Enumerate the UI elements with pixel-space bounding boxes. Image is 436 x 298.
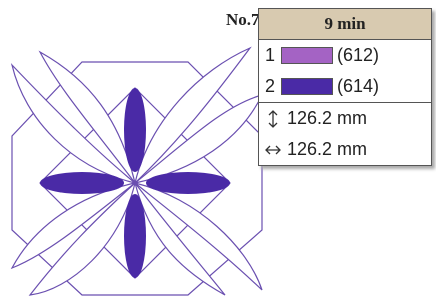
page: No.7 9 min 1 (612) 2 (614) 126.2 mm 126.… <box>0 0 436 298</box>
embroidery-design <box>0 0 268 298</box>
width-row: 126.2 mm <box>259 134 431 165</box>
color-code: (612) <box>337 45 379 66</box>
info-card: 9 min 1 (612) 2 (614) 126.2 mm 126.2 mm <box>258 8 432 166</box>
design-number: No.7 <box>226 10 260 30</box>
color-row: 2 (614) <box>259 71 431 102</box>
height-value: 126.2 mm <box>287 108 367 129</box>
color-number: 2 <box>265 76 275 97</box>
stitch-time: 9 min <box>259 9 431 40</box>
color-swatch <box>281 78 333 95</box>
color-row: 1 (612) <box>259 40 431 71</box>
color-code: (614) <box>337 76 379 97</box>
height-icon <box>265 110 281 128</box>
height-row: 126.2 mm <box>259 102 431 134</box>
color-number: 1 <box>265 45 275 66</box>
width-icon <box>265 141 281 159</box>
width-value: 126.2 mm <box>287 139 367 160</box>
color-swatch <box>281 47 333 64</box>
